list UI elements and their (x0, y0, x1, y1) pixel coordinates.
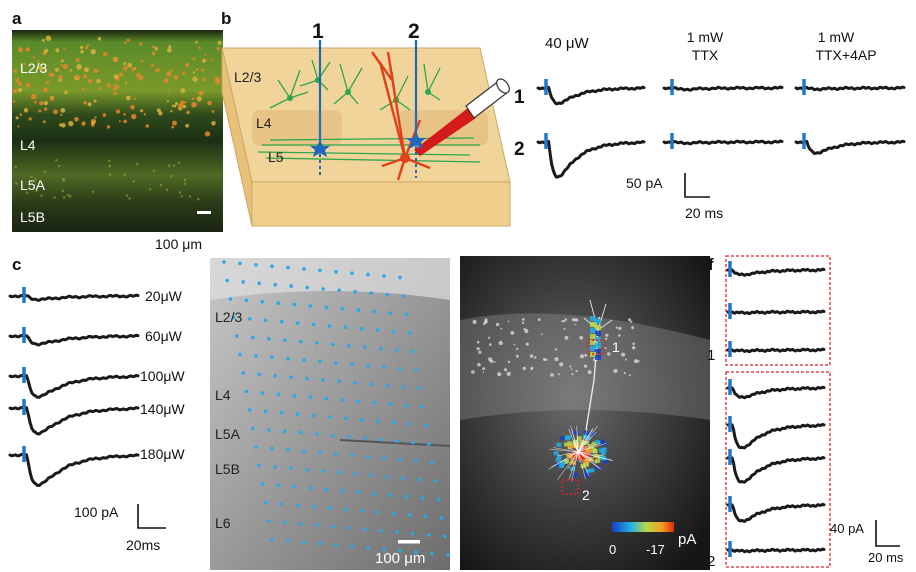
panel-label-f: f (708, 255, 714, 274)
panel-d-layer-l6: L6 (215, 515, 231, 531)
panel-d-scalebar (398, 540, 420, 544)
panel-a-layer-l4: L4 (20, 137, 36, 153)
panel-a-scale-label: 100 μm (155, 236, 202, 252)
panel-a-cells (12, 35, 222, 201)
panel-f-scale-x: 20 ms (868, 550, 904, 565)
panel-f-trace-g2-4 (726, 547, 826, 554)
panel-c-trace-3 (8, 405, 140, 436)
panel-f-trace-g1-1 (726, 309, 826, 316)
panel-c-scale-x: 20ms (126, 537, 160, 553)
panel-c-scale-y: 100 pA (74, 504, 119, 520)
panel-b-slice-schematic (221, 40, 511, 227)
panel-c-power-3: 140μW (140, 401, 185, 417)
panel-a-image (12, 30, 223, 232)
panel-e-colorbar (612, 522, 674, 532)
panel-b-slice-l4: L4 (256, 115, 272, 131)
panel-d-layer-l23: L2/3 (215, 309, 242, 325)
panel-f-trace-g2-3 (726, 502, 826, 523)
panel-label-c: c (12, 255, 21, 274)
panel-d-layer-l5b: L5B (215, 461, 240, 477)
panel-b-trace-row2-col2 (662, 139, 784, 146)
panel-f-trace-g2-1 (726, 422, 826, 450)
panel-f-box-2 (725, 371, 831, 568)
panel-c-scalebar (137, 504, 166, 529)
panel-b-col-3: 1 mW TTX+4AP (815, 29, 876, 63)
panel-e-site-1: 1 (612, 339, 620, 355)
panel-f-traces (726, 261, 826, 557)
panel-f-trace-g1-0 (726, 267, 826, 277)
panel-d-stim-grid (222, 260, 450, 557)
panel-c-power-4: 180μW (140, 446, 185, 462)
panel-a-scalebar (197, 211, 211, 214)
panel-b-slice-l5: L5 (268, 149, 284, 165)
panel-a-layer-l5a: L5A (20, 177, 46, 193)
panel-b-trace-row2-col3 (794, 139, 906, 155)
panel-b-trace-row1-col2 (662, 85, 784, 92)
panel-f-group-1: 1 (707, 347, 715, 364)
panel-f-box-1 (725, 255, 831, 366)
panel-a-layer-l23: L2/3 (20, 60, 47, 76)
panel-e-colorbar-min: 0 (609, 542, 616, 557)
panel-c-power-0: 20μW (145, 288, 183, 304)
panel-f-trace-g2-0 (726, 385, 826, 400)
panel-f-trace-g1-2 (726, 347, 826, 354)
panel-b-scale-y: 50 pA (626, 175, 663, 191)
panel-d-layer-l5a: L5A (215, 426, 241, 442)
panel-e-image (460, 256, 710, 570)
panel-b-site-2: 2 (408, 20, 420, 43)
panel-b-trace-row1-col1 (536, 85, 646, 106)
panel-c-trace-2 (8, 373, 140, 399)
panel-b-col-2: 1 mW TTX (687, 29, 724, 63)
panel-b-site-1: 1 (312, 20, 324, 43)
panel-d-layer-l4: L4 (215, 387, 231, 403)
panel-b-trace-row2-col1 (536, 139, 646, 179)
panel-b-row-2: 2 (514, 139, 525, 160)
panel-d-image (210, 258, 451, 570)
panel-d-scale-label: 100 μm (375, 550, 425, 567)
panel-b-scalebar (684, 173, 710, 198)
panel-c-trace-0 (8, 293, 140, 302)
panel-c-power-2: 100μW (140, 368, 185, 384)
panel-b-col-1: 40 μW (545, 35, 589, 52)
panel-c-trace-1 (8, 333, 140, 347)
panel-f-group-2: 2 (707, 553, 715, 570)
panel-f-scalebar (875, 520, 900, 547)
panel-label-a: a (12, 9, 22, 28)
panel-e-colorbar-max: -17 (646, 542, 665, 557)
panel-a-layer-l5b: L5B (20, 209, 45, 225)
panel-c-trace-4 (8, 452, 140, 487)
panel-b-trace-row1-col3 (794, 85, 906, 92)
panel-label-b: b (221, 9, 231, 28)
panel-b-row-1: 1 (514, 87, 525, 108)
panel-e-site-2: 2 (582, 487, 590, 503)
panel-f-trace-g2-2 (726, 456, 826, 484)
panel-b-traces (536, 79, 906, 179)
panel-e-colorbar-unit: pA (678, 531, 696, 548)
panel-b-slice-l23: L2/3 (234, 69, 261, 85)
panel-b-scale-x: 20 ms (685, 205, 723, 221)
panel-c-power-1: 60μW (145, 328, 183, 344)
panel-f-scale-y: 40 pA (830, 521, 864, 536)
panel-c-traces (8, 287, 140, 487)
